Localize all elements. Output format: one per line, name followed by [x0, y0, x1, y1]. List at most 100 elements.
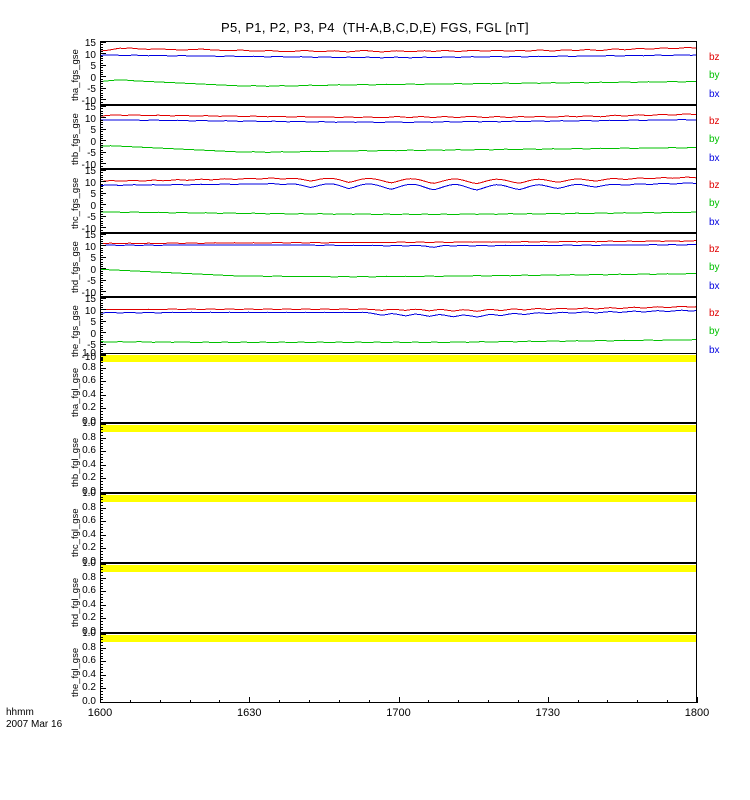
y-tick-label: -5 [87, 276, 96, 288]
y-tick-label: 0.8 [82, 361, 96, 373]
highlight-bar-tha_fgl_gse [101, 355, 696, 362]
y-tick-label: 0.8 [82, 571, 96, 583]
y-ticks-tha_fgs_gse: 15 10 5 0 -5 -10 [70, 39, 96, 106]
trace-bx [101, 54, 696, 59]
x-tick-label: 1630 [237, 707, 262, 719]
y-tick-label: 5 [90, 317, 96, 329]
y-tick-label: 10 [84, 177, 96, 189]
y-tick-label: 0.4 [82, 528, 96, 540]
x-tickmark-minor [607, 700, 609, 703]
page-title: P5, P1, P2, P3, P4 (TH-A,B,C,D,E) FGS, F… [221, 20, 529, 35]
x-axis-date-label: 2007 Mar 16 [6, 719, 63, 730]
y-tick-label: 10 [84, 305, 96, 317]
y-tick-label: 0.6 [82, 585, 96, 597]
legend-by-thc_fgs_gse: by [709, 198, 720, 210]
trace-by [101, 79, 696, 87]
legend-by-the_fgs_gse: by [709, 326, 720, 338]
y-ticks-thc_fgl_gse: 1.0 0.8 0.6 0.4 0.2 0.0 [70, 489, 96, 567]
legend-by-thd_fgs_gse: by [709, 262, 720, 274]
y-tick-label: 0.8 [82, 431, 96, 443]
x-tickmark-minor [517, 700, 519, 703]
legend-bz-thd_fgs_gse: bz [709, 243, 720, 255]
y-tick-label: -10 [81, 159, 96, 171]
panel-thb_fgl_gse [100, 423, 697, 493]
legend-bz-thc_fgs_gse: bz [709, 179, 720, 191]
trace-bx [101, 243, 696, 248]
trace-group-thb_fgs_gse [101, 113, 696, 153]
y-ticks-thc_fgs_gse: 15 10 5 0 -5 -10 [70, 166, 96, 235]
panel-tha_fgl_gse [100, 353, 697, 423]
y-tick-label: 0 [90, 328, 96, 340]
trace-bx [101, 119, 696, 124]
x-tickmark-minor [368, 700, 370, 703]
y-tick-label: 1.0 [82, 488, 96, 499]
y-ticks-thd_fgs_gse: 15 10 5 0 -5 -10 [70, 230, 96, 299]
y-tick-label: 0.2 [82, 682, 96, 694]
panel-thd_fgs_gse [100, 233, 697, 297]
y-tick-label: 0 [90, 264, 96, 276]
legend-by-tha_fgs_gse: by [709, 70, 720, 82]
x-tickmark [547, 697, 549, 703]
y-tick-label: 5 [90, 61, 96, 73]
y-tick-label: 15 [84, 230, 96, 242]
highlight-bar-thb_fgl_gse [101, 425, 696, 432]
y-tick-label: 0.2 [82, 402, 96, 414]
y-tick-label: -10 [81, 287, 96, 299]
x-tickmark-minor [308, 700, 310, 703]
x-tickmark-minor [458, 700, 460, 703]
y-axis-title-thc_fgs_gse: thc_fgs_gse [70, 177, 81, 229]
x-tickmark-minor [159, 700, 161, 703]
x-tickmark-minor [488, 700, 490, 703]
y-tick-label: 1.0 [82, 628, 96, 639]
y-axis-title-thb_fgl_gse: thb_fgl_gse [70, 437, 81, 487]
y-tick-label: 0.8 [82, 501, 96, 513]
y-ticks-thb_fgs_gse: 15 10 5 0 -5 -10 [70, 103, 96, 171]
x-tick-label: 1800 [684, 707, 710, 719]
trace-by [101, 268, 696, 278]
trace-bz [101, 240, 696, 245]
y-tick-label: 0.0 [82, 556, 96, 567]
highlight-bar-thc_fgl_gse [101, 495, 696, 502]
y-tick-label: 0.0 [82, 696, 96, 707]
y-tick-label: 0.6 [82, 375, 96, 387]
legend-by-thb_fgs_gse: by [709, 134, 720, 146]
trace-by [101, 211, 696, 216]
y-tick-label: -5 [87, 212, 96, 224]
y-ticks-thb_fgl_gse: 1.0 0.8 0.6 0.4 0.2 0.0 [70, 419, 96, 497]
y-axis-title-the_fgl_gse: the_fgl_gse [70, 647, 81, 697]
legend-bx-thb_fgs_gse: bx [709, 152, 720, 164]
panel-tha_fgs_gse [100, 41, 697, 105]
y-tick-label: -5 [87, 148, 96, 160]
trace-bz [101, 176, 696, 185]
x-tickmark-minor [428, 700, 430, 703]
y-axis-title-thd_fgl_gse: thd_fgl_gse [70, 577, 81, 627]
y-tick-label: 0 [90, 200, 96, 212]
legend-bx-thc_fgs_gse: bx [709, 216, 720, 228]
panel-thd_fgl_gse [100, 563, 697, 633]
y-tick-label: -10 [81, 351, 96, 363]
x-tick-label: 1700 [386, 707, 411, 719]
y-tick-label: 0.4 [82, 458, 96, 470]
y-tick-label: 0.2 [82, 472, 96, 484]
y-tick-label: 15 [84, 166, 96, 178]
y-tick-label: 1.0 [82, 418, 96, 429]
x-tickmark [697, 697, 698, 703]
legend-bz-thb_fgs_gse: bz [709, 115, 720, 127]
x-tickmark-minor [667, 700, 669, 703]
y-tick-label: 0.6 [82, 445, 96, 457]
y-tick-label: 10 [84, 113, 96, 125]
x-tick-label: 1730 [535, 707, 560, 719]
y-tick-label: 0.4 [82, 388, 96, 400]
y-axis-title-tha_fgs_gse: tha_fgs_gse [70, 49, 81, 101]
y-axis-title-tha_fgl_gse: tha_fgl_gse [70, 367, 81, 417]
y-ticks-the_fgl_gse: 1.0 0.8 0.6 0.4 0.2 0.0 [70, 629, 96, 707]
trace-group-thc_fgs_gse [101, 176, 696, 216]
y-tick-label: -5 [87, 84, 96, 96]
y-tick-label: 0.2 [82, 542, 96, 554]
trace-bz [101, 305, 696, 312]
y-tick-label: -10 [81, 223, 96, 235]
y-tick-label: 5 [90, 189, 96, 201]
y-ticks-the_fgs_gse: 15 10 5 0 -5 -10 [70, 295, 96, 363]
x-tickmark-minor [219, 700, 221, 703]
